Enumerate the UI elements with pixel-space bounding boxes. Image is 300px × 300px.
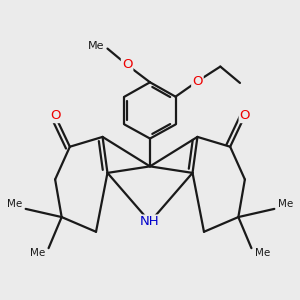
- Text: Me: Me: [278, 199, 293, 209]
- Text: O: O: [50, 109, 60, 122]
- Text: O: O: [192, 75, 203, 88]
- Text: Me: Me: [88, 41, 104, 51]
- Text: O: O: [240, 109, 250, 122]
- Text: NH: NH: [140, 215, 160, 229]
- Text: Me: Me: [30, 248, 45, 258]
- Text: Me: Me: [7, 199, 22, 209]
- Text: O: O: [122, 58, 132, 71]
- Text: Me: Me: [255, 248, 270, 258]
